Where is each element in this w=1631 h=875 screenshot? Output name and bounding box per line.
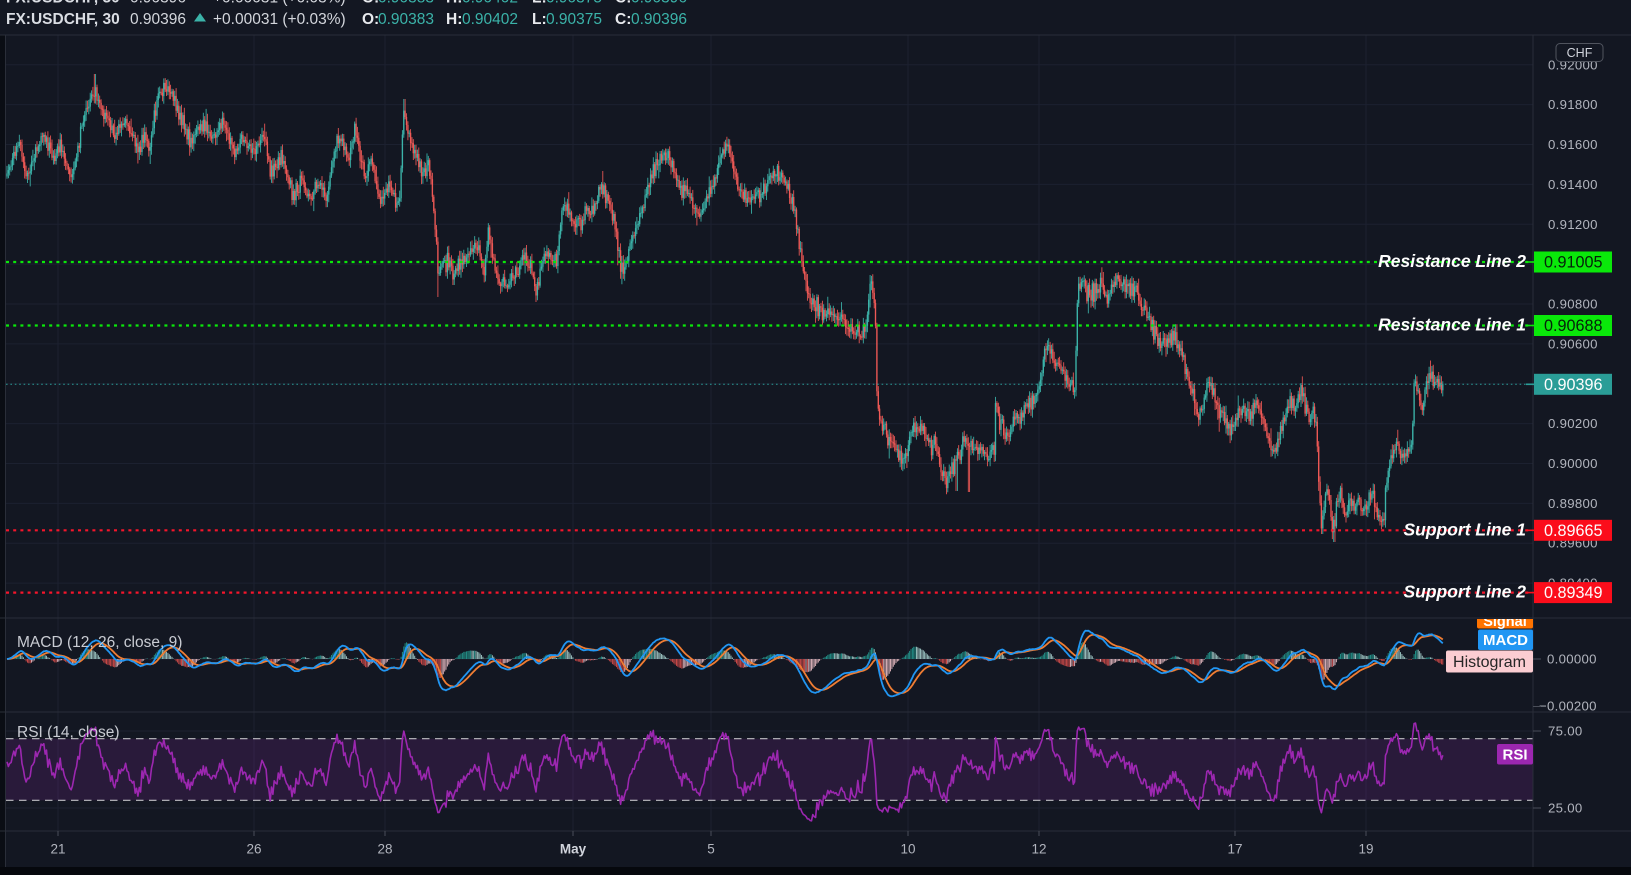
svg-text:0.90383: 0.90383 (378, 11, 434, 28)
svg-text:Support Line 1: Support Line 1 (1404, 519, 1527, 539)
svg-text:0.90396: 0.90396 (631, 0, 687, 7)
svg-text:0.91800: 0.91800 (1548, 97, 1598, 112)
svg-text:0.90000: 0.90000 (1548, 456, 1598, 471)
svg-text:0.90396: 0.90396 (130, 11, 186, 28)
svg-text:FX:USDCHF, 30: FX:USDCHF, 30 (6, 11, 120, 28)
svg-text:MACD: MACD (1483, 632, 1528, 649)
svg-text:RSI: RSI (1502, 747, 1527, 764)
svg-text:L:: L: (532, 0, 547, 7)
svg-text:0.89349: 0.89349 (1544, 584, 1603, 602)
svg-text:0.90402: 0.90402 (462, 11, 518, 28)
svg-text:0.90600: 0.90600 (1548, 336, 1598, 351)
svg-text:26: 26 (246, 842, 261, 857)
svg-text:O:: O: (362, 11, 379, 28)
svg-text:28: 28 (377, 842, 392, 857)
svg-text:0.90402: 0.90402 (462, 0, 518, 7)
svg-text:0.90383: 0.90383 (378, 0, 434, 7)
svg-text:L:: L: (532, 11, 547, 28)
svg-text:0.91200: 0.91200 (1548, 217, 1598, 232)
svg-text:0.90396: 0.90396 (130, 0, 186, 7)
svg-text:10: 10 (900, 842, 915, 857)
svg-text:Resistance Line 1: Resistance Line 1 (1378, 315, 1526, 335)
svg-text:0.90688: 0.90688 (1544, 317, 1603, 335)
svg-text:Resistance Line 2: Resistance Line 2 (1378, 251, 1526, 271)
svg-text:+0.00031 (+0.03%): +0.00031 (+0.03%) (213, 0, 346, 7)
svg-text:C:: C: (615, 11, 631, 28)
svg-text:C:: C: (615, 0, 631, 7)
svg-text:0.89800: 0.89800 (1548, 496, 1598, 511)
svg-text:May: May (560, 842, 587, 857)
svg-text:FX:USDCHF, 30: FX:USDCHF, 30 (6, 0, 120, 7)
svg-text:Support Line 2: Support Line 2 (1404, 582, 1527, 602)
svg-text:0.90200: 0.90200 (1548, 416, 1598, 431)
svg-text:25.00: 25.00 (1548, 801, 1583, 816)
svg-text:0.91600: 0.91600 (1548, 137, 1598, 152)
svg-text:H:: H: (446, 0, 462, 7)
svg-text:21: 21 (50, 842, 65, 857)
svg-text:75.00: 75.00 (1548, 724, 1583, 739)
svg-text:0.90800: 0.90800 (1548, 297, 1598, 312)
svg-text:O:: O: (362, 0, 379, 7)
svg-text:0.91400: 0.91400 (1548, 177, 1598, 192)
svg-text:19: 19 (1358, 842, 1373, 857)
svg-text:−0.00200: −0.00200 (1539, 699, 1597, 714)
svg-text:Signal: Signal (1483, 614, 1527, 630)
svg-text:RSI (14, close): RSI (14, close) (17, 724, 120, 741)
svg-text:MACD (12, 26, close, 9): MACD (12, 26, close, 9) (17, 634, 182, 651)
svg-text:17: 17 (1227, 842, 1242, 857)
svg-text:Histogram: Histogram (1453, 654, 1526, 671)
svg-text:0.89665: 0.89665 (1544, 522, 1603, 540)
svg-text:0.90396: 0.90396 (631, 11, 687, 28)
svg-text:0.00000: 0.00000 (1547, 652, 1597, 667)
svg-text:H:: H: (446, 11, 462, 28)
svg-text:12: 12 (1031, 842, 1046, 857)
svg-text:+0.00031 (+0.03%): +0.00031 (+0.03%) (213, 11, 346, 28)
svg-text:5: 5 (707, 842, 715, 857)
svg-text:0.90375: 0.90375 (546, 11, 602, 28)
svg-text:0.90375: 0.90375 (546, 0, 602, 7)
svg-text:0.90396: 0.90396 (1544, 376, 1603, 394)
svg-text:0.91005: 0.91005 (1544, 254, 1603, 272)
svg-text:CHF: CHF (1567, 46, 1593, 60)
